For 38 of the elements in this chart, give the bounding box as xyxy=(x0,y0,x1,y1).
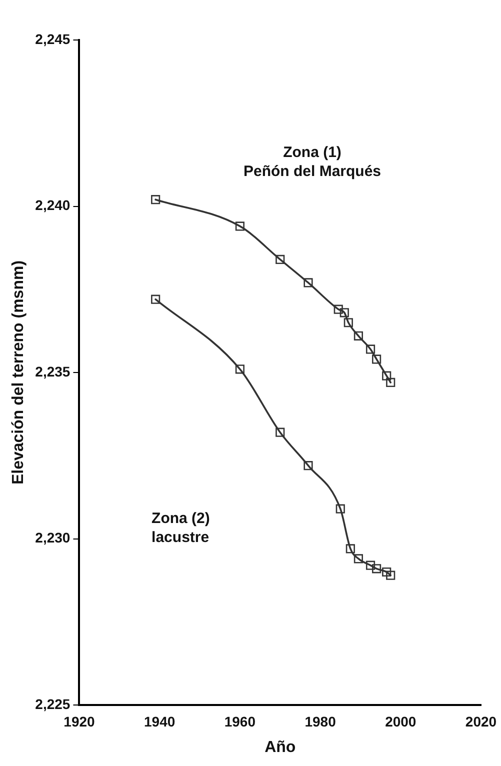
point xyxy=(276,428,285,437)
x-tick-label: 1920 xyxy=(64,713,96,730)
point xyxy=(382,567,392,577)
point xyxy=(386,570,396,580)
point xyxy=(334,304,343,314)
point xyxy=(235,222,244,231)
y-tick-label: 2,235 xyxy=(35,363,70,380)
x-tick-label: 2000 xyxy=(385,713,416,730)
point xyxy=(276,254,285,264)
point xyxy=(304,278,313,288)
y-tick-label: 2,245 xyxy=(35,30,70,47)
point xyxy=(336,504,345,514)
point xyxy=(346,544,355,554)
x-tick-label: 1960 xyxy=(224,713,256,730)
point xyxy=(372,354,382,364)
x-tick-label: 2020 xyxy=(465,713,497,730)
point xyxy=(304,461,313,470)
point xyxy=(354,331,363,340)
point xyxy=(151,294,160,304)
point xyxy=(372,564,382,574)
y-axis-title: Elevación del terreno (msnm) xyxy=(10,260,28,485)
point xyxy=(386,378,396,388)
point xyxy=(151,195,160,204)
point xyxy=(354,554,363,564)
point xyxy=(340,308,349,318)
annotation: Zona (2) lacustre xyxy=(152,510,210,546)
x-axis-title: Año xyxy=(264,738,296,756)
point xyxy=(366,560,376,570)
y-tick-label: 2,230 xyxy=(35,530,70,546)
point xyxy=(235,364,244,374)
point xyxy=(344,318,353,328)
annotation: Zona (1) Peñón del Marqués xyxy=(243,144,382,180)
x-tick-label: 1940 xyxy=(144,713,176,730)
y-tick-label: 2,240 xyxy=(35,197,70,214)
x-tick-label: 1980 xyxy=(304,713,336,730)
point xyxy=(366,344,376,354)
point xyxy=(382,371,392,380)
y-tick-label: 2,225 xyxy=(35,696,70,712)
